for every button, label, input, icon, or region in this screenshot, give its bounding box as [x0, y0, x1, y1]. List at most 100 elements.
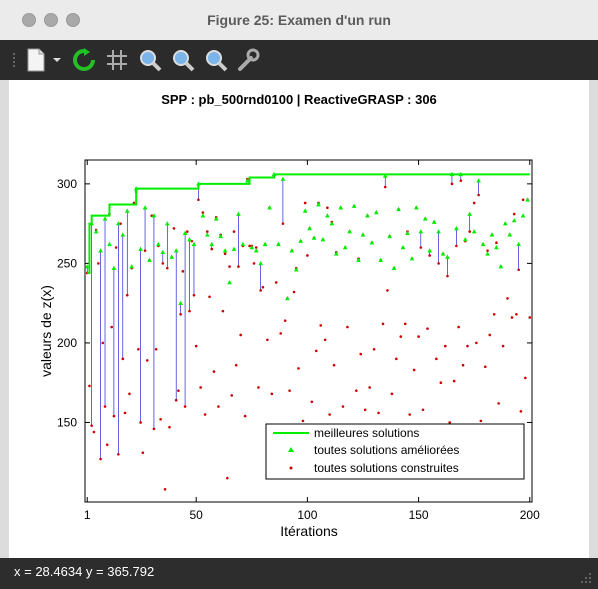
- constructed-point: [104, 405, 107, 408]
- constructed-point: [117, 453, 120, 456]
- constructed-point: [444, 345, 447, 348]
- improved-point: [338, 205, 343, 209]
- legend-constructed-marker: [290, 467, 293, 470]
- constructed-point: [346, 326, 349, 329]
- improved-point: [347, 229, 352, 233]
- constructed-point: [182, 270, 185, 273]
- zoom-in-icon: [138, 48, 162, 72]
- zoom-fit-button[interactable]: [202, 46, 230, 74]
- zoom-out-button[interactable]: [169, 46, 197, 74]
- settings-button[interactable]: [234, 46, 262, 74]
- constructed-point: [493, 313, 496, 316]
- constructed-point: [304, 202, 307, 205]
- y-tick-label: 200: [57, 336, 77, 350]
- improved-point: [494, 245, 499, 249]
- improved-point: [427, 248, 432, 252]
- constructed-point: [315, 350, 318, 353]
- improved-point: [223, 248, 228, 252]
- legend-constructed-label: toutes solutions construites: [314, 461, 459, 475]
- constructed-point: [217, 405, 220, 408]
- constructed-point: [88, 385, 91, 388]
- improved-point: [454, 226, 459, 230]
- new-document-button[interactable]: [22, 46, 50, 74]
- constructed-point: [364, 408, 367, 411]
- plot-canvas[interactable]: SPP : pb_500rnd0100 | ReactiveGRASP : 30…: [9, 80, 589, 558]
- improved-point: [276, 242, 281, 246]
- improved-point: [214, 216, 219, 220]
- constructed-point: [342, 405, 345, 408]
- dropdown-arrow-icon: [52, 56, 62, 64]
- constructed-point: [522, 198, 525, 201]
- grid-icon: [105, 48, 129, 72]
- improved-point: [401, 245, 406, 249]
- constructed-point: [306, 254, 309, 257]
- constructed-point: [93, 431, 96, 434]
- constructed-point: [173, 227, 176, 230]
- chart-svg: SPP : pb_500rnd0100 | ReactiveGRASP : 30…: [9, 80, 589, 558]
- constructed-point: [524, 377, 527, 380]
- constructed-point: [177, 389, 180, 392]
- improved-point: [174, 248, 179, 252]
- refresh-button[interactable]: [70, 46, 98, 74]
- constructed-point: [462, 364, 465, 367]
- constructed-point: [90, 424, 93, 427]
- improved-point: [472, 229, 477, 233]
- constructed-point: [373, 348, 376, 351]
- improved-point: [156, 242, 161, 246]
- constructed-point: [101, 342, 104, 345]
- improved-point: [107, 242, 112, 246]
- x-axis-label: Itérations: [280, 523, 338, 539]
- zoom-in-button[interactable]: [136, 46, 164, 74]
- constructed-point: [224, 253, 227, 256]
- constructed-point: [237, 265, 240, 268]
- constructed-point: [184, 405, 187, 408]
- new-document-dropdown[interactable]: [50, 46, 64, 74]
- improved-point: [356, 258, 361, 262]
- improved-point: [330, 221, 335, 225]
- constructed-point: [162, 262, 165, 265]
- constructed-point: [137, 348, 140, 351]
- improved-point: [467, 212, 472, 216]
- improved-point: [512, 218, 517, 222]
- settings-wrench-icon: [236, 48, 260, 72]
- constructed-point: [475, 342, 478, 345]
- window-titlebar: Figure 25: Examen d'un run: [0, 0, 598, 41]
- constructed-point: [359, 353, 362, 356]
- constructed-point: [333, 364, 336, 367]
- constructed-point: [139, 421, 142, 424]
- constructed-point: [413, 369, 416, 372]
- resize-grip-icon[interactable]: [580, 572, 592, 584]
- improved-point: [521, 213, 526, 217]
- improved-point: [129, 264, 134, 268]
- grid-toggle-button[interactable]: [103, 46, 131, 74]
- x-tick-label: 150: [409, 508, 429, 522]
- toolbar-grip-icon: [12, 52, 16, 68]
- improved-point: [165, 221, 170, 225]
- constructed-point: [142, 451, 145, 454]
- constructed-point: [520, 410, 523, 413]
- constructed-point: [384, 186, 387, 189]
- improved-point: [285, 296, 290, 300]
- improved-point: [365, 213, 370, 217]
- improved-point: [370, 240, 375, 244]
- improved-point: [525, 197, 530, 201]
- constructed-point: [168, 426, 171, 429]
- constructed-point: [426, 327, 429, 330]
- constructed-point: [275, 281, 278, 284]
- constructed-point: [271, 393, 274, 396]
- improved-point: [294, 267, 299, 271]
- improved-point: [414, 205, 419, 209]
- constructed-point: [395, 358, 398, 361]
- constructed-point: [124, 412, 127, 415]
- improved-point: [343, 245, 348, 249]
- constructed-point: [266, 338, 269, 341]
- constructed-point: [230, 394, 233, 397]
- constructed-point: [115, 246, 118, 249]
- constructed-point: [279, 332, 282, 335]
- improved-point: [490, 232, 495, 236]
- improved-point: [432, 220, 437, 224]
- constructed-point: [515, 313, 518, 316]
- improved-point: [205, 232, 210, 236]
- improved-point: [281, 177, 286, 181]
- improved-point: [352, 204, 357, 208]
